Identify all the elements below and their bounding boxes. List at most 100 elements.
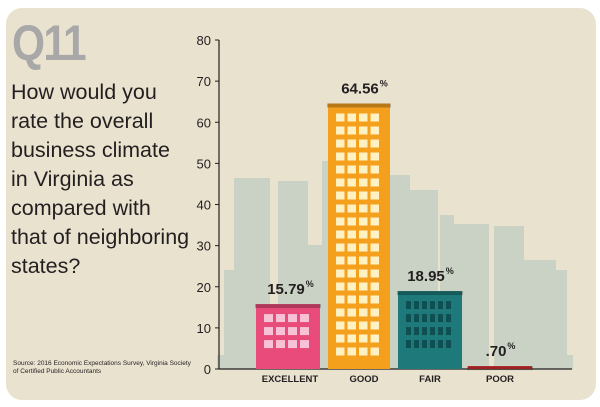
bar-window: [370, 269, 379, 278]
bar-window: [359, 152, 368, 161]
bar-window: [347, 126, 356, 135]
value-unit: %: [306, 279, 314, 289]
bar-window: [370, 217, 379, 226]
bar-window: [359, 256, 368, 265]
bar-window: [359, 347, 368, 356]
bar-window: [336, 217, 345, 226]
bar-rect: [256, 304, 320, 369]
bar-window: [370, 191, 379, 200]
skyline-building: [217, 355, 227, 369]
skyline-building: [520, 260, 556, 369]
bar-fair: [397, 291, 463, 369]
bar-window: [347, 321, 356, 330]
bar-window: [336, 295, 345, 304]
bar-window: [336, 152, 345, 161]
bar-window: [347, 282, 356, 291]
bar-window: [300, 314, 309, 323]
bar-rect: [468, 366, 532, 369]
category-label: FAIR: [419, 374, 441, 385]
value-unit: %: [507, 341, 515, 351]
bar-roof: [467, 366, 533, 371]
bar-window: [438, 301, 443, 310]
bar-window: [288, 314, 297, 323]
value-label: 18.95: [407, 268, 445, 285]
bar-window: [370, 347, 379, 356]
bar-window: [336, 139, 345, 148]
question-number: Q11: [12, 15, 87, 71]
bar-window: [406, 314, 411, 323]
bar-window: [347, 269, 356, 278]
bar-window: [347, 308, 356, 317]
bar-window: [276, 314, 285, 323]
bar-window: [347, 334, 356, 343]
bar-window: [336, 126, 345, 135]
y-tick-label: 20: [197, 280, 211, 295]
bar-window: [359, 126, 368, 135]
bar-window: [359, 334, 368, 343]
category-label: GOOD: [349, 374, 378, 385]
source-note: Source: 2016 Economic Expectations Surve…: [13, 360, 191, 375]
bar-window: [422, 327, 427, 336]
bar-window: [347, 217, 356, 226]
bar-window: [336, 282, 345, 291]
bar-window: [300, 327, 309, 336]
bar-window: [336, 204, 345, 213]
bar-window: [300, 340, 309, 349]
bar-window: [347, 152, 356, 161]
bar-window: [359, 295, 368, 304]
bar-window: [264, 327, 273, 336]
bar-window: [288, 340, 297, 349]
value-label: .70: [486, 343, 507, 360]
bar-window: [370, 126, 379, 135]
bar-window: [370, 113, 379, 122]
bar-window: [336, 230, 345, 239]
y-tick-label: 60: [197, 115, 211, 130]
bar-window: [347, 204, 356, 213]
bar-poor: [467, 366, 533, 371]
bar-window: [370, 282, 379, 291]
bar-window: [370, 295, 379, 304]
skyline-building: [224, 270, 236, 369]
bar-window: [359, 308, 368, 317]
bar-window: [438, 314, 443, 323]
value-unit: %: [380, 78, 388, 88]
bar-window: [347, 243, 356, 252]
value-label: 15.79: [267, 281, 305, 298]
y-tick-label: 30: [197, 239, 211, 254]
y-tick-label: 40: [197, 198, 211, 213]
bar-window: [370, 139, 379, 148]
bar-window: [336, 113, 345, 122]
bar-window: [430, 301, 435, 310]
bar-window: [370, 178, 379, 187]
bar-window: [359, 269, 368, 278]
bar-window: [359, 217, 368, 226]
bar-window: [370, 165, 379, 174]
bar-window: [446, 314, 451, 323]
bar-window: [359, 139, 368, 148]
value-label: 64.56: [341, 80, 379, 97]
bar-window: [414, 327, 419, 336]
bar-window: [359, 113, 368, 122]
bar-window: [414, 340, 419, 349]
y-tick-label: 80: [197, 33, 211, 48]
bar-window: [370, 204, 379, 213]
bar-window: [347, 113, 356, 122]
bar-window: [430, 340, 435, 349]
bar-good: [327, 103, 391, 369]
bar-window: [347, 178, 356, 187]
bar-window: [359, 230, 368, 239]
bar-window: [359, 243, 368, 252]
bar-window: [359, 204, 368, 213]
bar-window: [406, 301, 411, 310]
category-label: EXCELLENT: [262, 374, 319, 385]
bar-window: [276, 340, 285, 349]
bar-window: [347, 139, 356, 148]
bar-window: [359, 282, 368, 291]
bar-window: [347, 230, 356, 239]
bar-window: [336, 191, 345, 200]
bar-window: [422, 314, 427, 323]
bar-window: [446, 327, 451, 336]
bar-window: [336, 308, 345, 317]
bar-window: [370, 308, 379, 317]
